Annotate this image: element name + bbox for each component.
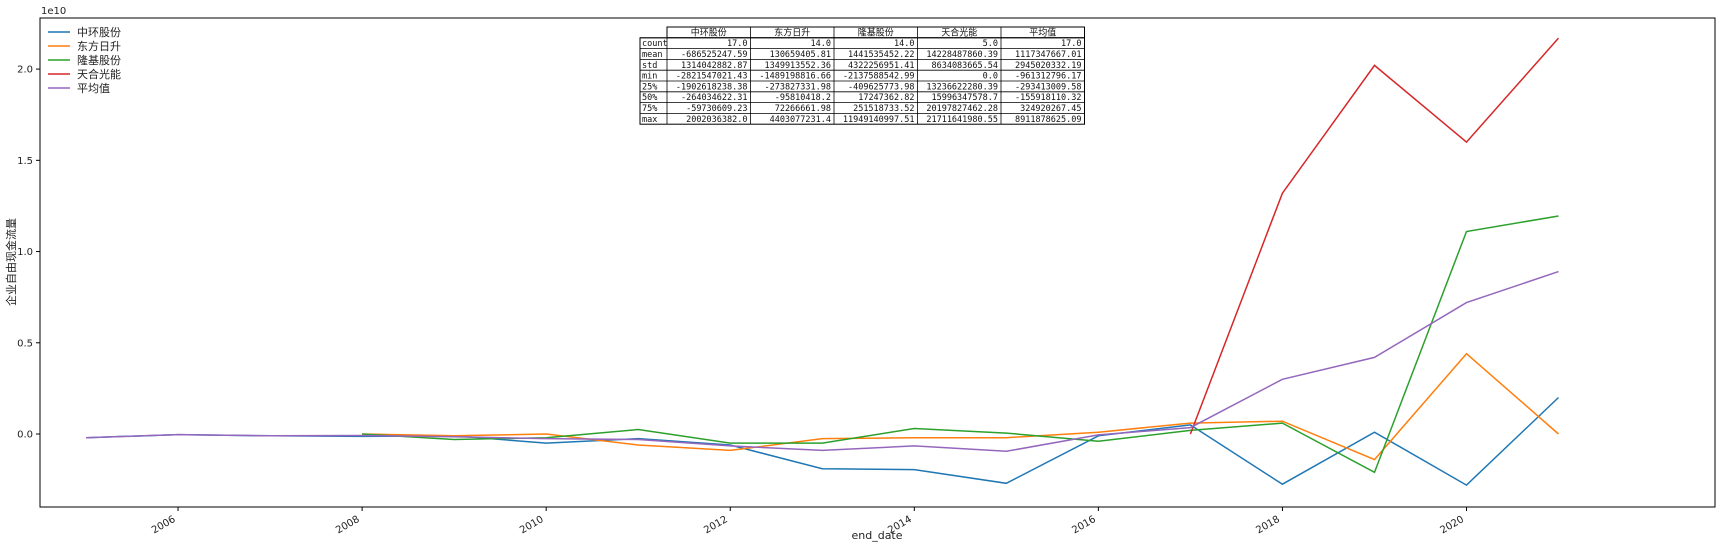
table-cell-1-2: 1441535452.22: [848, 50, 915, 60]
legend-label-3: 天合光能: [77, 67, 121, 81]
table-cell-4-2: -409625773.98: [848, 82, 915, 92]
legend-label-1: 东方日升: [77, 39, 121, 53]
table-cell-7-4: 8911878625.09: [1015, 115, 1082, 125]
table-cell-6-3: 20197827462.28: [926, 104, 998, 114]
table-cell-3-3: 0.0: [983, 72, 998, 82]
table-cell-6-1: 72266661.98: [775, 104, 831, 114]
table-cell-6-4: 324920267.45: [1020, 104, 1081, 114]
table-column-header-2: 隆基股份: [858, 27, 894, 39]
plot-frame: [39, 17, 1716, 508]
x-tick-label-3: 2012: [702, 514, 730, 536]
table-cell-6-0: -59730609.23: [686, 104, 747, 114]
table-cell-2-2: 4322256951.41: [848, 61, 915, 71]
table-row-label-6: 75%: [642, 104, 657, 114]
table-column-header-0: 中环股份: [691, 27, 727, 39]
y-axis: 0.0 0.5 1.0 1.5 2.0: [17, 65, 40, 441]
table-column-header-3: 天合光能: [941, 27, 977, 39]
table-cell-2-0: 1314042882.87: [681, 61, 748, 71]
table-cell-0-4: 17.0: [1061, 39, 1081, 49]
table-cell-4-0: -1902618238.38: [676, 82, 748, 92]
series-line-0: [85, 396, 1560, 487]
table-cell-5-3: 15996347578.7: [931, 93, 998, 103]
table-cell-7-0: 2002036382.0: [686, 115, 747, 125]
table-cell-1-3: 14228487860.39: [926, 50, 998, 60]
x-tick-label-6: 2018: [1254, 514, 1282, 536]
table-cell-4-3: 13236622280.39: [926, 82, 998, 92]
x-tick-label-2: 2010: [518, 514, 546, 536]
table-row-label-0: count: [642, 39, 668, 49]
table-cell-2-1: 1349913552.36: [764, 61, 831, 71]
table-cell-5-1: -95810418.2: [775, 93, 831, 103]
x-axis: 2006 2008 2010 2012 2014 2016 2018 2020: [150, 507, 1468, 536]
table-row-label-2: std: [642, 61, 657, 71]
table-row-label-4: 25%: [642, 82, 657, 92]
table-row-label-5: 50%: [642, 93, 657, 103]
table-cell-6-2: 251518733.52: [853, 104, 914, 114]
y-tick-label-2: 1.0: [17, 247, 33, 258]
table-cell-7-2: 11949140997.51: [843, 115, 915, 125]
x-tick-label-5: 2016: [1070, 514, 1098, 536]
table-cell-1-0: -686525247.59: [681, 50, 748, 60]
series-line-2: [362, 215, 1559, 474]
table-cell-0-2: 14.0: [894, 39, 914, 49]
table-cell-0-0: 17.0: [727, 39, 747, 49]
legend-label-4: 平均值: [77, 82, 110, 95]
table-cell-3-2: -2137588542.99: [843, 72, 915, 82]
table-cell-3-0: -2821547021.43: [676, 72, 748, 82]
y-tick-label-1: 0.5: [17, 338, 33, 349]
table-cell-1-4: 1117347667.01: [1015, 50, 1082, 60]
table-cell-7-3: 21711641980.55: [926, 115, 998, 125]
table-cell-5-0: -264034622.31: [681, 93, 748, 103]
table-cell-1-1: 130659405.81: [770, 50, 831, 60]
table-cell-0-3: 5.0: [983, 39, 998, 49]
series-line-3: [1189, 37, 1560, 435]
table-cell-7-1: 4403077231.4: [770, 115, 831, 125]
table-column-header-1: 东方日升: [774, 27, 810, 39]
y-tick-label-3: 1.5: [17, 156, 33, 167]
table-cell-5-2: 17247362.82: [858, 93, 914, 103]
x-tick-label-0: 2006: [150, 514, 178, 536]
table-row-label-7: max: [642, 115, 657, 125]
table-cell-4-4: -293413009.58: [1015, 82, 1082, 92]
y-tick-label-0: 0.0: [17, 430, 33, 441]
legend-label-2: 隆基股份: [77, 53, 121, 67]
y-offset-label: 1e10: [41, 6, 66, 17]
table-cell-2-4: 2945020332.19: [1015, 61, 1082, 71]
table-cell-4-1: -273827331.98: [764, 82, 831, 92]
series-line-1: [362, 352, 1559, 461]
table-cell-0-1: 14.0: [811, 39, 831, 49]
table-cell-3-4: -961312796.17: [1015, 72, 1082, 82]
x-axis-label: end_date: [851, 529, 902, 542]
table-cell-2-3: 8634083665.54: [931, 61, 998, 71]
table-cell-5-4: -155918110.32: [1015, 93, 1082, 103]
plot-series: [85, 37, 1560, 487]
y-tick-label-4: 2.0: [17, 65, 33, 76]
table-row-label-3: min: [642, 72, 657, 82]
table-row-label-1: mean: [642, 50, 662, 60]
x-tick-label-7: 2020: [1438, 514, 1466, 536]
x-tick-label-1: 2008: [334, 514, 362, 536]
legend-label-0: 中环股份: [77, 26, 121, 39]
table-column-header-4: 平均值: [1029, 27, 1056, 39]
series-line-4: [85, 270, 1559, 453]
table-cell-3-1: -1489198816.66: [759, 72, 831, 82]
y-axis-label: 企业自由现金流量: [4, 218, 18, 306]
